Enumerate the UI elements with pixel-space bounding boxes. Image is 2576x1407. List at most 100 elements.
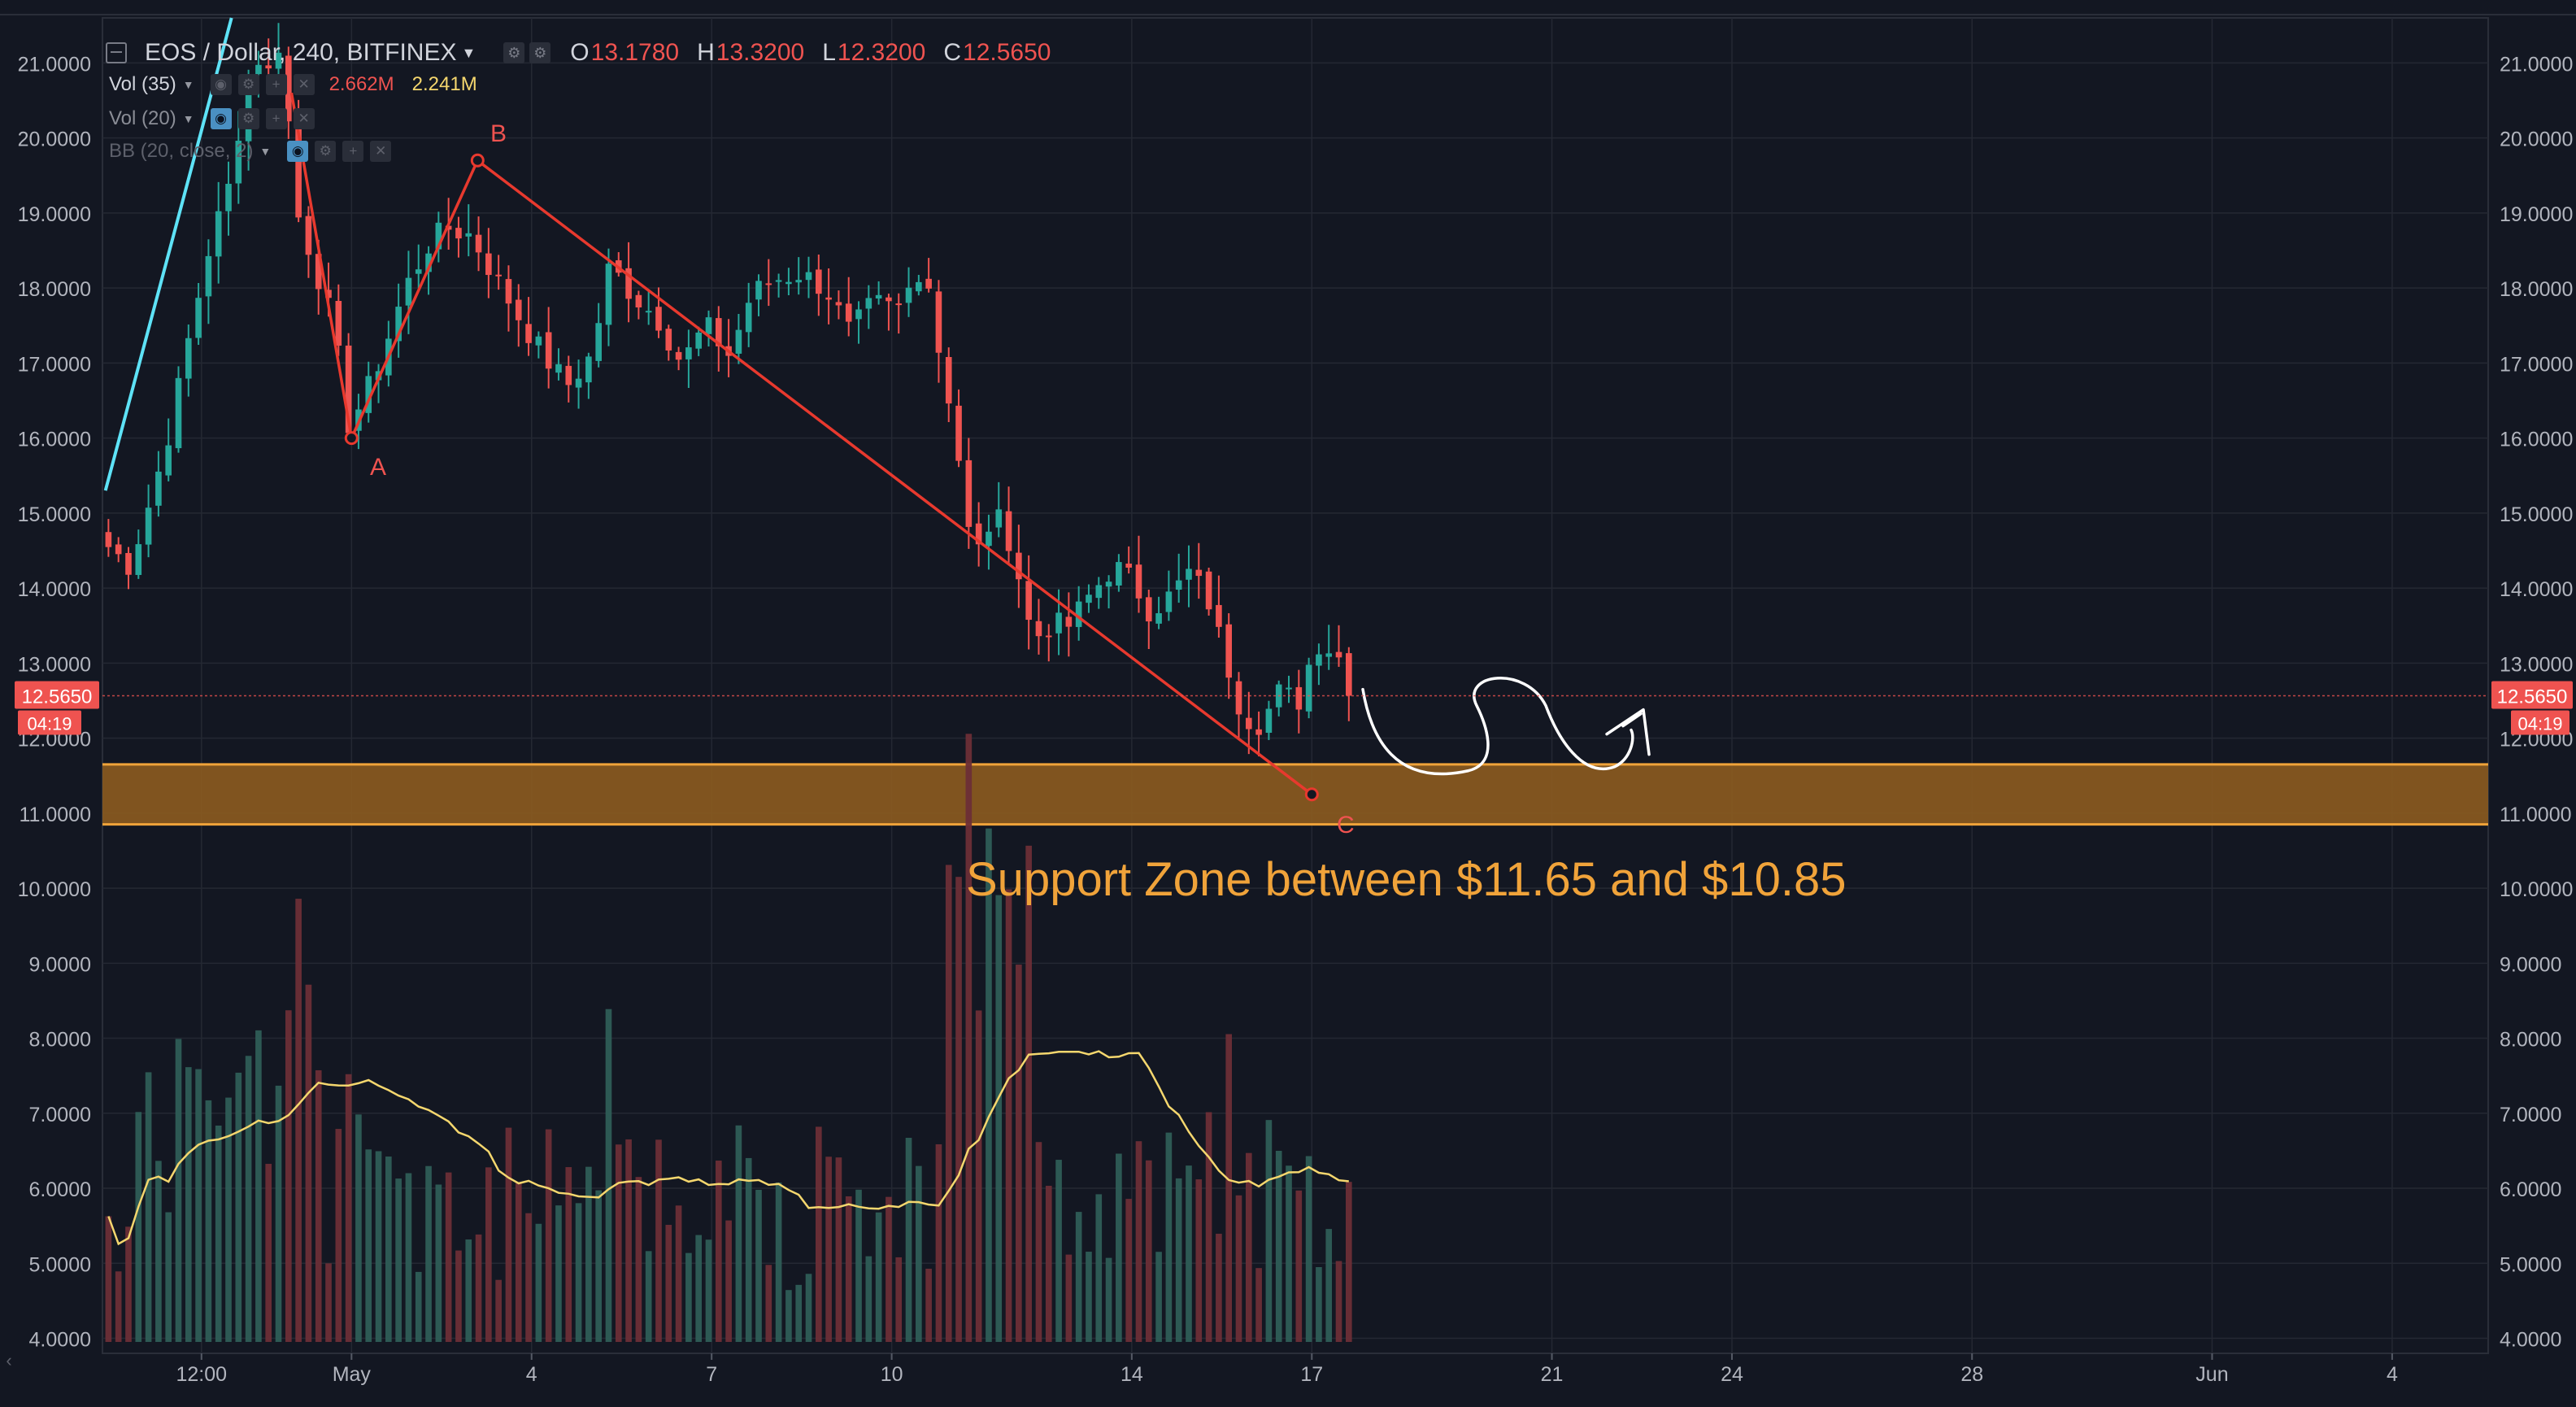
candle-body — [765, 283, 772, 285]
volume-bar — [355, 1114, 362, 1342]
plus-icon[interactable]: + — [342, 141, 364, 162]
countdown-value: 04:19 — [27, 713, 72, 734]
candle-body — [275, 52, 282, 69]
close-icon[interactable]: ✕ — [293, 108, 315, 129]
candle-body — [705, 317, 712, 334]
y-tick-left: 17.0000 — [18, 353, 91, 376]
wave-point-a — [344, 431, 359, 446]
chevron-left-icon[interactable]: ‹ — [6, 1350, 12, 1370]
volume-bar — [1335, 1261, 1342, 1342]
candle-body — [1016, 552, 1022, 580]
candle-body — [1086, 595, 1092, 603]
indicator-vol20[interactable]: Vol (20) ▼ ◉ ⚙ + ✕ — [109, 102, 315, 135]
candle-body — [835, 302, 842, 306]
trend-line[interactable] — [103, 17, 233, 491]
ohlc-open: O13.1780 — [570, 39, 680, 66]
candle-body — [945, 356, 952, 404]
settings-icon[interactable]: ⚙ — [503, 42, 525, 63]
volume-bar — [1095, 1194, 1103, 1342]
y-tick-left: 18.0000 — [18, 278, 91, 301]
plus-icon[interactable]: + — [265, 108, 287, 129]
close-icon[interactable]: ✕ — [293, 74, 315, 95]
x-tick-label: 4 — [2387, 1363, 2398, 1386]
indicator-bb[interactable]: BB (20, close, 2) ▼ ◉ ⚙ + ✕ — [109, 135, 392, 168]
chevron-down-icon[interactable]: ▼ — [182, 78, 194, 91]
volume-bar — [816, 1126, 822, 1342]
volume-bar — [925, 1268, 932, 1342]
indicator-vol35[interactable]: Vol (35) ▼ ◉ ⚙ + ✕ 2.662M 2.241M — [109, 68, 477, 101]
time-axis: 12:00 May 4 7 10 14 17 21 24 28 Jun 4 — [176, 1353, 2398, 1386]
chevron-down-icon[interactable]: ▼ — [259, 145, 272, 158]
chevron-down-icon[interactable]: ▼ — [182, 112, 194, 125]
y-tick-left: 14.0000 — [18, 578, 91, 601]
close-icon[interactable]: ✕ — [370, 141, 392, 162]
candle-body — [115, 544, 122, 555]
volume-bar — [295, 899, 302, 1342]
y-tick-right: 5.0000 — [2500, 1253, 2561, 1276]
volume-bar — [945, 865, 952, 1342]
candle-body — [1025, 581, 1032, 621]
price-axes: 4.0000 4.0000 5.0000 5.0000 6.0000 6.0000 7.00… — [18, 53, 2574, 1351]
volume-bar — [145, 1072, 152, 1342]
candle-body — [1335, 651, 1342, 658]
price-badge — [2491, 681, 2573, 709]
candle-body — [965, 460, 973, 527]
candle-body — [755, 281, 762, 300]
candle-body — [1265, 708, 1273, 733]
candle-body — [395, 307, 402, 342]
volume-bar — [515, 1182, 522, 1342]
volume-bar — [315, 1069, 322, 1342]
y-tick-right: 19.0000 — [2500, 203, 2573, 226]
chevron-down-icon[interactable]: ▼ — [461, 44, 476, 61]
volume-bar — [255, 1030, 262, 1342]
candle-body — [345, 345, 352, 433]
candlesticks — [105, 23, 1352, 757]
symbol-title[interactable]: EOS / Dollar, 240, BITFINEX — [145, 39, 457, 66]
candle-body — [1165, 591, 1173, 612]
candle-body — [305, 216, 312, 255]
y-tick-left: 20.0000 — [18, 129, 91, 151]
volume-bar — [1195, 1179, 1203, 1342]
gear-icon[interactable]: ⚙ — [529, 42, 551, 63]
eye-icon[interactable]: ◉ — [287, 141, 309, 162]
candle-body — [605, 264, 612, 325]
volume-bar — [375, 1151, 382, 1342]
volume-bar — [405, 1173, 412, 1342]
candle-body — [525, 324, 532, 343]
abc-wave-line[interactable] — [289, 92, 1313, 796]
volume-bar — [1105, 1257, 1112, 1342]
candle-body — [1105, 582, 1112, 587]
volume-bar — [1295, 1190, 1303, 1342]
volume-bar — [1316, 1266, 1322, 1342]
candle-body — [735, 329, 742, 354]
candle-body — [905, 287, 912, 303]
volume-bar — [335, 1129, 342, 1342]
candle-body — [795, 280, 803, 283]
candle-body — [1225, 624, 1233, 678]
volume-bar — [455, 1250, 462, 1342]
volume-bar — [555, 1205, 562, 1342]
y-tick-right: 11.0000 — [2500, 804, 2572, 826]
settings-icon[interactable]: ⚙ — [315, 141, 337, 162]
candle-body — [1135, 564, 1142, 599]
eye-icon[interactable]: ◉ — [210, 108, 232, 129]
settings-icon[interactable]: ⚙ — [237, 74, 259, 95]
wave-point-c — [1304, 787, 1319, 802]
volume-bar — [916, 1165, 922, 1342]
wave-label-b: B — [490, 120, 507, 147]
y-tick-right: 7.0000 — [2500, 1104, 2561, 1126]
y-tick-left: 8.0000 — [29, 1029, 91, 1052]
volume-bar — [735, 1125, 742, 1342]
candle-body — [365, 376, 372, 413]
volume-bar — [435, 1184, 442, 1342]
plus-icon[interactable]: + — [265, 74, 287, 95]
candle-body — [235, 141, 242, 184]
volume-bar — [665, 1225, 672, 1342]
collapse-icon[interactable] — [106, 42, 127, 63]
volume-bar — [525, 1213, 532, 1342]
eye-icon[interactable]: ◉ — [210, 74, 232, 95]
volume-bar — [835, 1157, 842, 1342]
volume-bar — [635, 1177, 642, 1342]
settings-icon[interactable]: ⚙ — [237, 108, 259, 129]
